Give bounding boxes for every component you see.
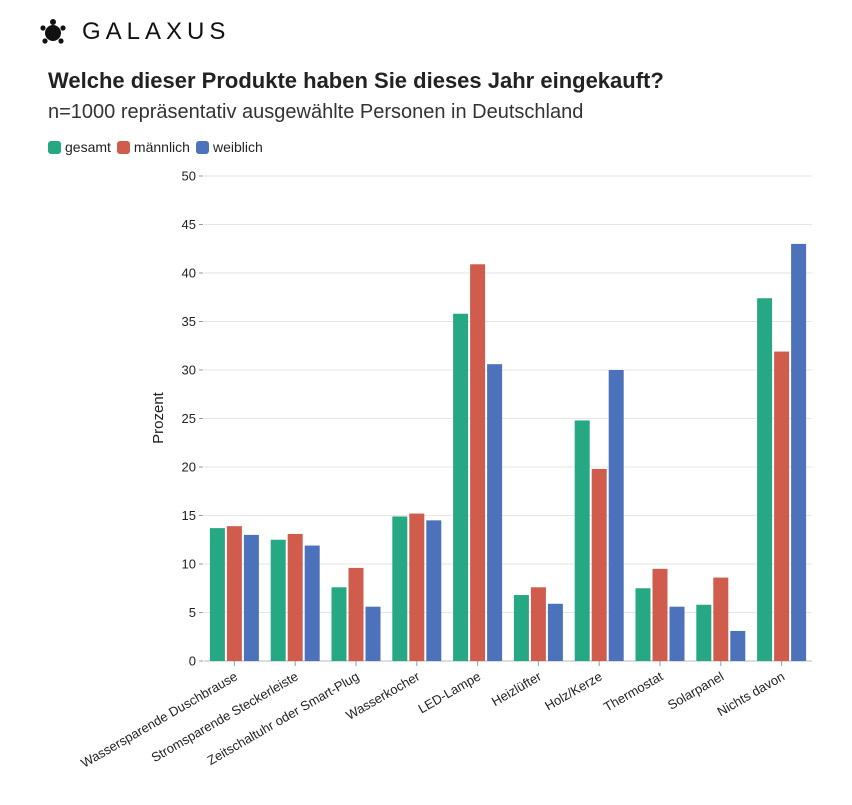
legend-label-gesamt: gesamt <box>65 139 111 155</box>
bar-gesamt <box>209 528 225 661</box>
bar-gesamt <box>513 595 529 661</box>
bar-weiblich <box>608 370 624 661</box>
bar-weiblich <box>547 603 563 661</box>
bar-maennlich <box>287 533 303 661</box>
bar-maennlich <box>226 526 242 661</box>
bar-gesamt <box>696 604 712 661</box>
bar-layer <box>209 243 807 661</box>
bar-weiblich <box>426 520 442 661</box>
legend-item-weiblich: weiblich <box>195 139 263 155</box>
bar-gesamt <box>635 588 651 661</box>
y-tick-label: 50 <box>182 169 196 184</box>
y-tick-label: 10 <box>182 557 196 572</box>
chart-subtitle: n=1000 repräsentativ ausgewählte Persone… <box>48 101 584 123</box>
galaxus-turtle-icon <box>40 19 66 44</box>
bar-maennlich <box>591 468 607 661</box>
bar-gesamt <box>453 313 469 661</box>
legend-label-maennlich: männlich <box>133 139 190 155</box>
brand-name: GALAXUS <box>82 18 231 45</box>
chart-title: Welche dieser Produkte haben Sie dieses … <box>48 68 664 93</box>
y-tick-label: 20 <box>182 460 196 475</box>
y-tick-label: 35 <box>182 314 196 329</box>
bar-weiblich <box>730 630 746 661</box>
legend-swatch-maennlich <box>116 140 130 154</box>
y-tick-label: 40 <box>182 266 196 281</box>
bar-gesamt <box>331 587 347 661</box>
bar-maennlich <box>530 587 546 661</box>
y-tick-label: 5 <box>189 605 196 620</box>
y-tick-label: 15 <box>182 508 196 523</box>
bar-maennlich <box>409 513 425 661</box>
bar-weiblich <box>243 534 259 661</box>
bar-weiblich <box>304 545 320 661</box>
bar-maennlich <box>713 577 729 661</box>
bar-gesamt <box>392 516 408 661</box>
bar-maennlich <box>348 567 364 661</box>
legend-swatch-gesamt <box>48 140 61 154</box>
legend-item-maennlich: männlich <box>116 139 190 155</box>
legend-label-weiblich: weiblich <box>212 139 263 155</box>
x-tick-label: Holz/Kerze <box>542 669 605 714</box>
legend-swatch-weiblich <box>195 140 209 154</box>
bar-weiblich <box>487 364 503 661</box>
x-tick-label: Thermostat <box>601 668 666 714</box>
legend-item-gesamt: gesamt <box>48 139 111 155</box>
bar-gesamt <box>757 298 773 661</box>
bar-maennlich <box>774 351 790 661</box>
y-axis-label: Prozent <box>150 391 167 444</box>
bar-maennlich <box>652 568 668 661</box>
x-tick-label: LED-Lampe <box>416 669 484 717</box>
y-tick-label: 0 <box>189 654 196 669</box>
y-tick-label: 45 <box>182 217 196 232</box>
brand-logo: GALAXUS <box>38 14 230 50</box>
bar-weiblich <box>365 606 381 661</box>
bar-weiblich <box>791 243 807 661</box>
chart-legend: gesamt männlich weiblich <box>48 139 269 155</box>
y-tick-label: 30 <box>182 363 196 378</box>
bar-weiblich <box>669 606 685 661</box>
x-tick-label: Nichts davon <box>715 669 788 720</box>
x-tick-label: Heizlüfter <box>489 668 545 709</box>
y-tick-label: 25 <box>182 411 196 426</box>
bar-gesamt <box>270 539 286 661</box>
bar-maennlich <box>470 264 486 661</box>
bar-gesamt <box>574 420 590 661</box>
